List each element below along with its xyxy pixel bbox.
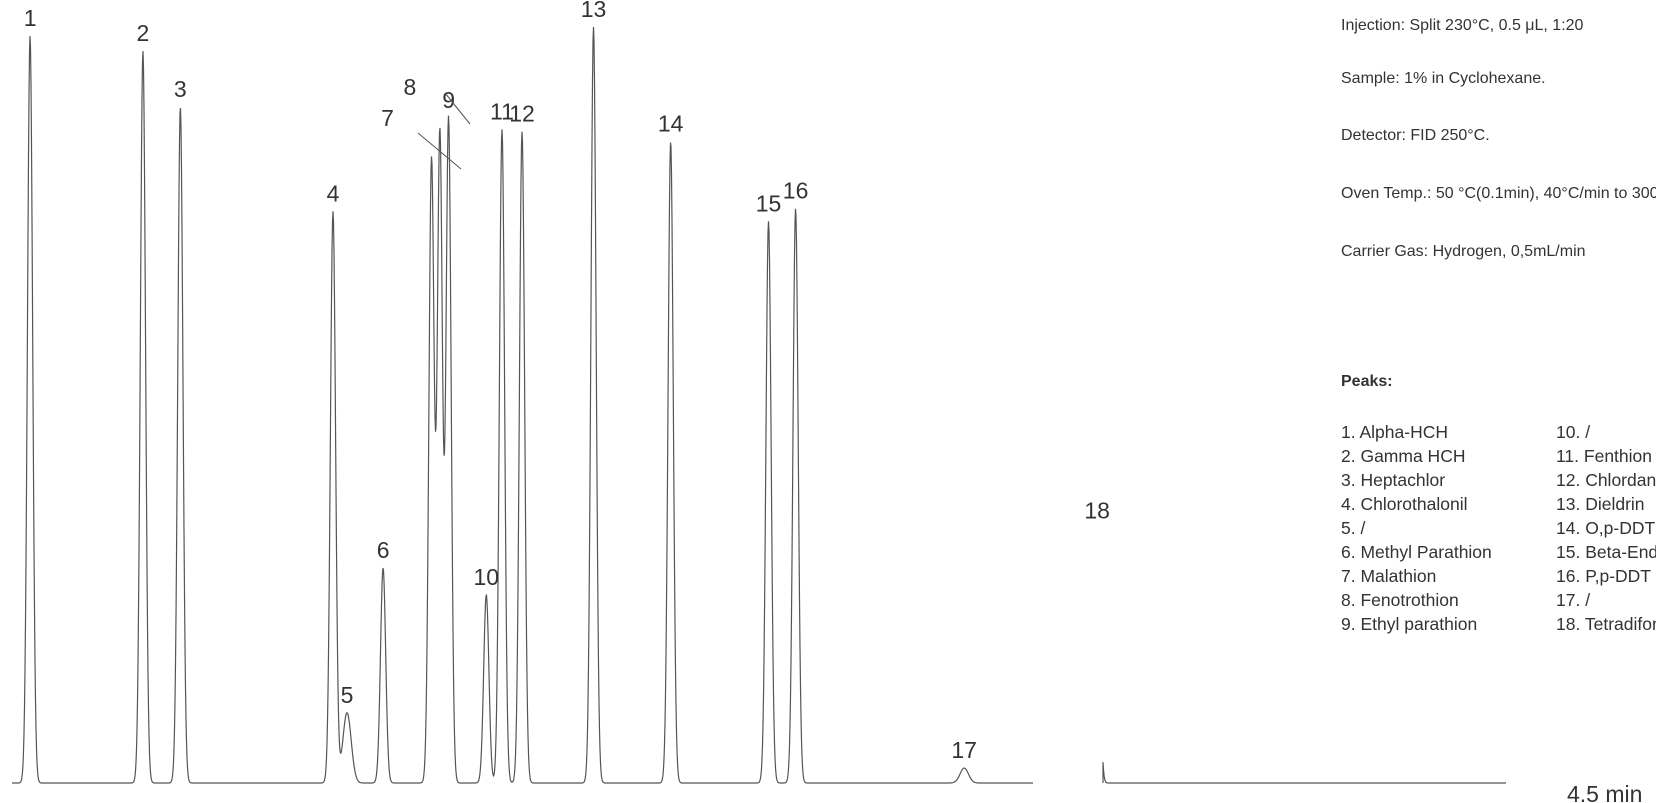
- carrier-gas-text: Carrier Gas: Hydrogen, 0,5mL/min: [1341, 243, 1586, 260]
- oven-text: Oven Temp.: 50 °C(0.1min), 40°C/min to 3…: [1341, 185, 1656, 202]
- peaks-legend-item: 15. Beta-Endosulfan: [1556, 542, 1656, 562]
- peaks-legend-item: 13. Dieldrin: [1556, 494, 1645, 514]
- peak-label-10: 10: [474, 564, 500, 590]
- peak-7-leader-line: [417, 132, 462, 170]
- peaks-legend-item: 7. Malathion: [1341, 566, 1437, 586]
- peak-label-14: 14: [658, 110, 684, 136]
- x-axis-end-label: 4.5 min: [1567, 781, 1642, 803]
- peak-label-8: 8: [404, 74, 417, 100]
- peak-label-15: 15: [756, 190, 782, 216]
- peaks-legend-item: 8. Fenotrothion: [1341, 590, 1459, 610]
- sample-text: Sample: 1% in Cyclohexane.: [1341, 70, 1546, 87]
- chromatogram-trace: [12, 26, 1506, 784]
- peaks-legend-item: 12. Chlordane: [1556, 470, 1656, 490]
- peaks-legend-item: 14. O,p-DDT: [1556, 518, 1656, 538]
- peaks-legend-item: 17. /: [1556, 590, 1591, 610]
- injection-text: Injection: Split 230°C, 0.5 μL, 1:20: [1341, 17, 1584, 34]
- peaks-legend-item: 11. Fenthion: [1556, 446, 1652, 466]
- peaks-legend-item: 5. /: [1341, 518, 1366, 538]
- detector-text: Detector: FID 250°C.: [1341, 127, 1490, 144]
- peak-label-1: 1: [24, 5, 37, 31]
- peak-label-13: 13: [581, 0, 607, 22]
- peak-label-11: 11: [490, 98, 514, 124]
- peak-label-5: 5: [341, 682, 354, 708]
- peaks-legend-column-2: 10. / 11. Fenthion 12. Chlordane 13. Dieldr…: [1556, 420, 1656, 636]
- peak-label-17: 17: [951, 737, 977, 763]
- peaks-legend-item: 10. /: [1556, 422, 1591, 442]
- peaks-legend-item: 4. Chlorothalonil: [1341, 494, 1468, 514]
- peaks-legend-item: 16. P,p-DDT: [1556, 566, 1651, 586]
- peak-label-3: 3: [174, 76, 187, 102]
- peak-label-12: 12: [509, 101, 535, 127]
- peak-label-16: 16: [783, 178, 809, 204]
- peaks-legend-item: 18. Tetradifon: [1556, 614, 1656, 634]
- peak-label-4: 4: [327, 181, 340, 207]
- peak-label-6: 6: [377, 537, 390, 563]
- peak-label-18: 18: [1084, 497, 1110, 523]
- peak-label-7: 7: [381, 105, 394, 131]
- peaks-legend-item: 1. Alpha-HCH: [1341, 422, 1448, 442]
- peaks-legend-column-1: 1. Alpha-HCH 2. Gamma HCH 3. Heptachlor 4. …: [1341, 420, 1492, 636]
- peak-label-9: 9: [442, 87, 455, 113]
- peak-8-leader-line: [444, 92, 471, 125]
- peaks-legend-item: 6. Methyl Parathion: [1341, 542, 1492, 562]
- peak-label-2: 2: [137, 20, 150, 46]
- peaks-legend-item: 9. Ethyl parathion: [1341, 614, 1478, 634]
- peaks-legend-item: 3. Heptachlor: [1341, 470, 1446, 490]
- peaks-legend-heading: Peaks:: [1341, 373, 1393, 390]
- peaks-legend-item: 2. Gamma HCH: [1341, 446, 1466, 466]
